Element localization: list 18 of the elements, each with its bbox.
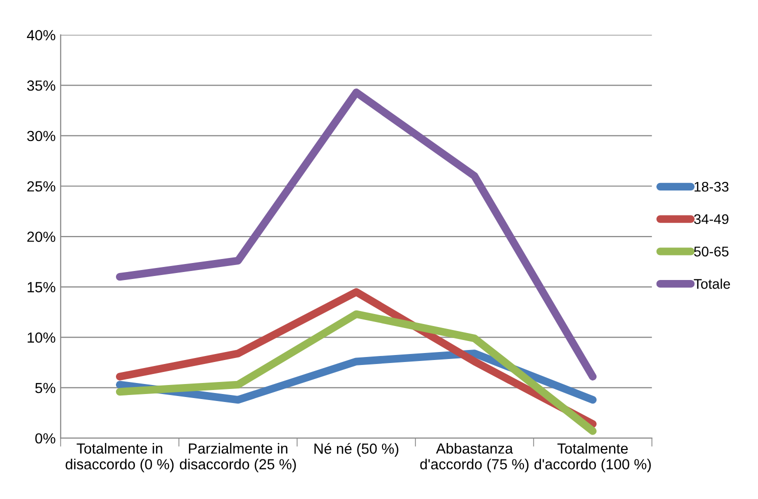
y-tick-label: 10%: [28, 332, 56, 343]
x-tick-label: Abbastanza d'accordo (75 %): [420, 442, 528, 472]
x-tick-label: Né né (50 %): [314, 442, 398, 457]
y-tick-label: 20%: [27, 232, 56, 242]
legend-label: 18-33: [694, 182, 728, 192]
x-tick-label: Totalmente in disaccordo (0 %): [66, 442, 174, 472]
legend-label: 50-65: [694, 246, 728, 256]
y-tick-label: 30%: [27, 130, 56, 142]
x-tick-label: Parzialmente in disaccordo (25 %): [180, 442, 296, 472]
y-tick-label: 0%: [35, 433, 56, 444]
y-tick-label: 40%: [26, 30, 56, 40]
y-tick-label: 35%: [27, 80, 56, 91]
y-tick-label: 25%: [27, 181, 56, 192]
x-tick-label: Totalmente d'accordo (100 %): [534, 442, 651, 472]
legend-label: 34-49: [694, 214, 728, 224]
y-tick-label: 15%: [28, 282, 56, 292]
legend-label: Totale: [694, 278, 730, 289]
y-tick-label: 5%: [35, 382, 56, 394]
